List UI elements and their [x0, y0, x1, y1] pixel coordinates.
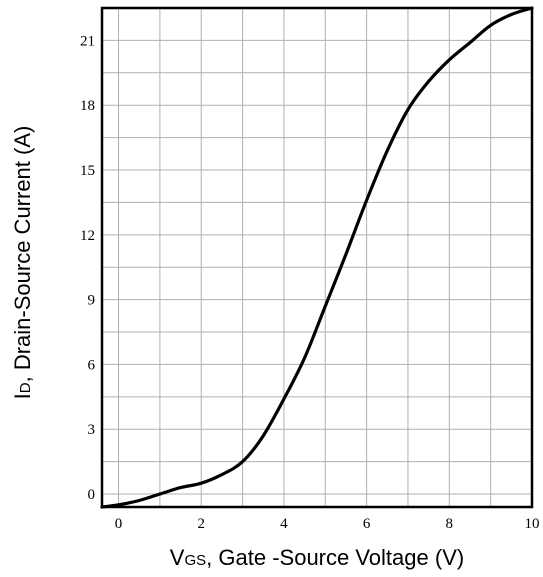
- x-tick-label: 8: [446, 516, 454, 532]
- y-tick-labels: 0 3 6 9 12 15 18 21: [80, 33, 96, 503]
- x-axis-label: VGS, Gate -Source Voltage (V): [170, 545, 464, 570]
- x-tick-label: 0: [115, 516, 123, 532]
- y-tick-label: 9: [88, 293, 96, 309]
- x-tick-labels: 0 2 4 6 8 10: [115, 516, 540, 532]
- y-tick-label: 3: [88, 422, 96, 438]
- plot-frame: [100, 6, 534, 509]
- y-axis-label: ID, Drain-Source Current (A): [10, 126, 35, 400]
- x-tick-label: 10: [525, 516, 540, 532]
- x-tick-label: 2: [197, 516, 205, 532]
- x-tick-label: 4: [280, 516, 288, 532]
- y-tick-label: 18: [80, 98, 95, 114]
- grid: [102, 7, 533, 507]
- x-tick-label: 6: [363, 516, 371, 532]
- y-tick-label: 15: [80, 163, 95, 179]
- y-tick-label: 0: [88, 487, 96, 503]
- series-line: [100, 6, 534, 509]
- y-tick-label: 6: [88, 357, 96, 373]
- y-tick-label: 21: [80, 33, 95, 49]
- y-tick-label: 12: [80, 228, 95, 244]
